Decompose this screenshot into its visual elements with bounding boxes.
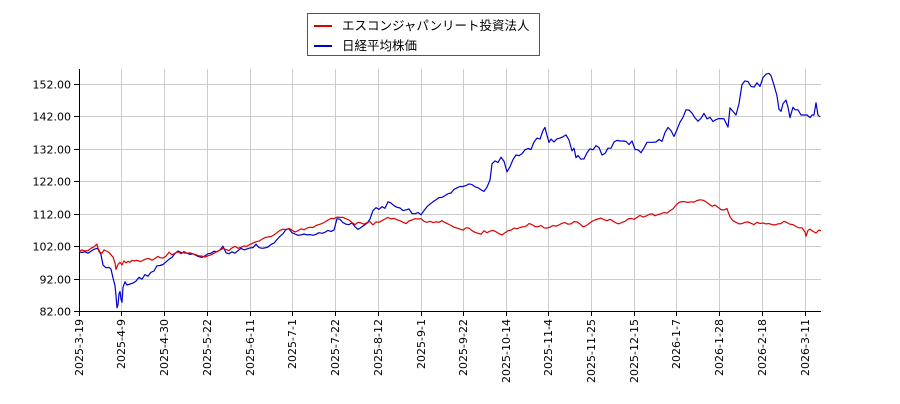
- y-tick-label: 102.00: [33, 241, 72, 254]
- y-tick-label: 132.00: [33, 144, 72, 157]
- red-line-swatch-icon: [314, 25, 332, 27]
- blue-line-swatch-icon: [314, 45, 332, 47]
- x-tick-label: 2025-6-11: [244, 319, 257, 376]
- legend-label: エスコンジャパンリート投資法人: [342, 18, 530, 33]
- x-tick-label: 2025-7-1: [286, 319, 299, 369]
- x-tick-label: 2026-1-28: [713, 319, 726, 376]
- x-tick-label: 2025-11-4: [542, 319, 555, 376]
- y-tick-label: 112.00: [33, 209, 72, 222]
- x-tick-label: 2025-9-22: [457, 319, 470, 376]
- chart-legend: エスコンジャパンリート投資法人 日経平均株価: [307, 13, 540, 56]
- nikkei-line: [78, 72, 821, 309]
- legend-label: 日経平均株価: [342, 38, 418, 53]
- x-tick-label: 2025-4-9: [115, 319, 128, 369]
- x-tick-label: 2026-2-18: [756, 319, 769, 376]
- x-tick-label: 2025-3-19: [73, 319, 86, 376]
- x-tick-label: 2025-10-14: [500, 319, 513, 383]
- y-tick-label: 142.00: [33, 111, 72, 124]
- x-tick-label: 2025-9-1: [415, 319, 428, 369]
- escon-reit-line: [78, 199, 822, 270]
- y-tick-label: 122.00: [33, 176, 72, 189]
- x-tick-label: 2025-11-25: [585, 319, 598, 383]
- x-tick-label: 2025-5-22: [201, 319, 214, 376]
- x-tick-label: 2025-8-12: [372, 319, 385, 376]
- x-tick-label: 2025-12-15: [628, 319, 641, 383]
- x-tick-label: 2025-4-30: [158, 319, 171, 376]
- x-tick-label: 2026-3-11: [799, 319, 812, 376]
- y-tick-label: 82.00: [40, 306, 72, 319]
- y-tick-label: 92.00: [40, 274, 72, 287]
- x-tick-label: 2026-1-7: [670, 319, 683, 369]
- x-tick-label: 2025-7-22: [329, 319, 342, 376]
- y-tick-label: 152.00: [33, 79, 72, 92]
